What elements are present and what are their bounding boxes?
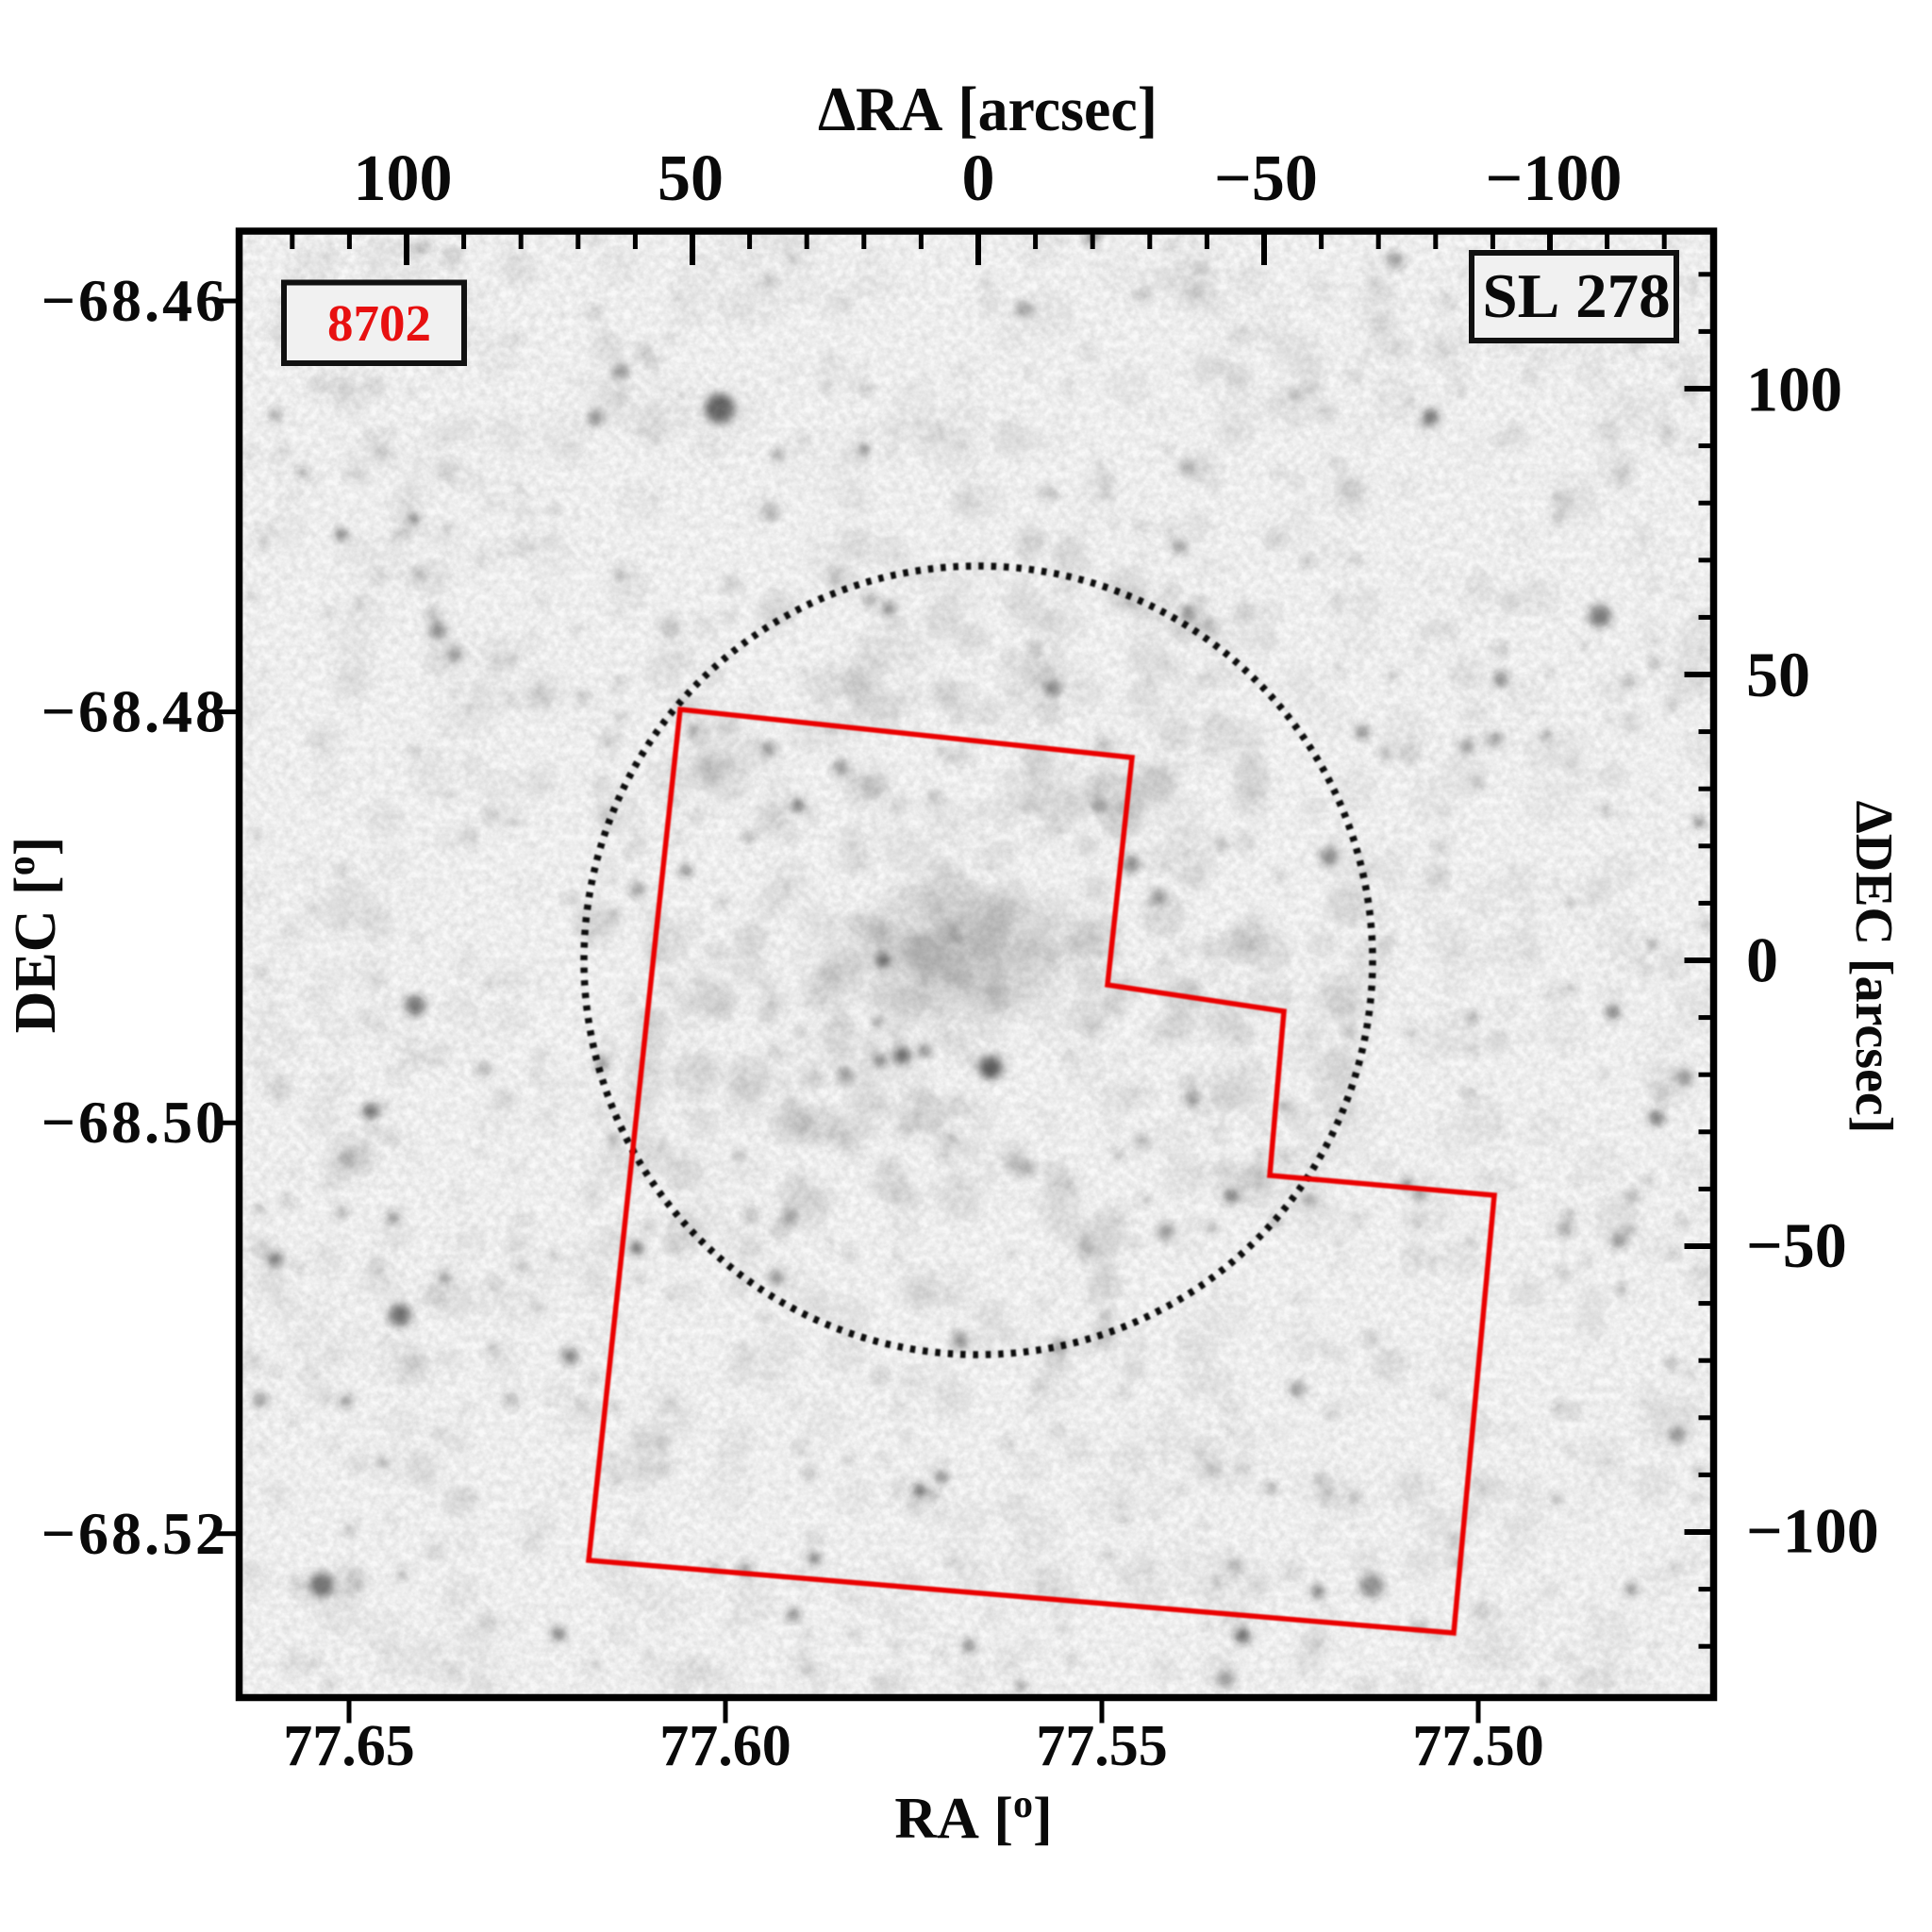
svg-text:−50: −50 bbox=[1746, 1209, 1847, 1281]
svg-text:SL 278: SL 278 bbox=[1482, 261, 1670, 331]
svg-text:100: 100 bbox=[1746, 354, 1842, 425]
svg-text:−50: −50 bbox=[1214, 142, 1318, 215]
svg-text:77.55: 77.55 bbox=[1036, 1714, 1168, 1778]
svg-text:8702: 8702 bbox=[327, 294, 431, 352]
svg-text:0: 0 bbox=[1746, 924, 1778, 996]
svg-text:−100: −100 bbox=[1746, 1495, 1879, 1567]
svg-text:ΔDEC [arcsec]: ΔDEC [arcsec] bbox=[1844, 801, 1903, 1134]
svg-text:−100: −100 bbox=[1486, 142, 1623, 215]
svg-text:77.50: 77.50 bbox=[1412, 1714, 1544, 1778]
svg-text:100: 100 bbox=[354, 142, 453, 215]
svg-text:−68.50: −68.50 bbox=[42, 1089, 228, 1156]
svg-text:77.65: 77.65 bbox=[283, 1714, 415, 1778]
svg-text:−68.48: −68.48 bbox=[42, 678, 228, 745]
svg-text:ΔRA [arcsec]: ΔRA [arcsec] bbox=[818, 75, 1158, 144]
svg-text:RA [o]: RA [o] bbox=[894, 1783, 1052, 1851]
svg-text:50: 50 bbox=[658, 142, 724, 215]
svg-text:−68.46: −68.46 bbox=[42, 267, 228, 334]
svg-text:77.60: 77.60 bbox=[659, 1714, 791, 1778]
svg-text:50: 50 bbox=[1746, 639, 1810, 710]
svg-text:0: 0 bbox=[962, 142, 995, 215]
svg-text:−68.52: −68.52 bbox=[42, 1500, 228, 1567]
